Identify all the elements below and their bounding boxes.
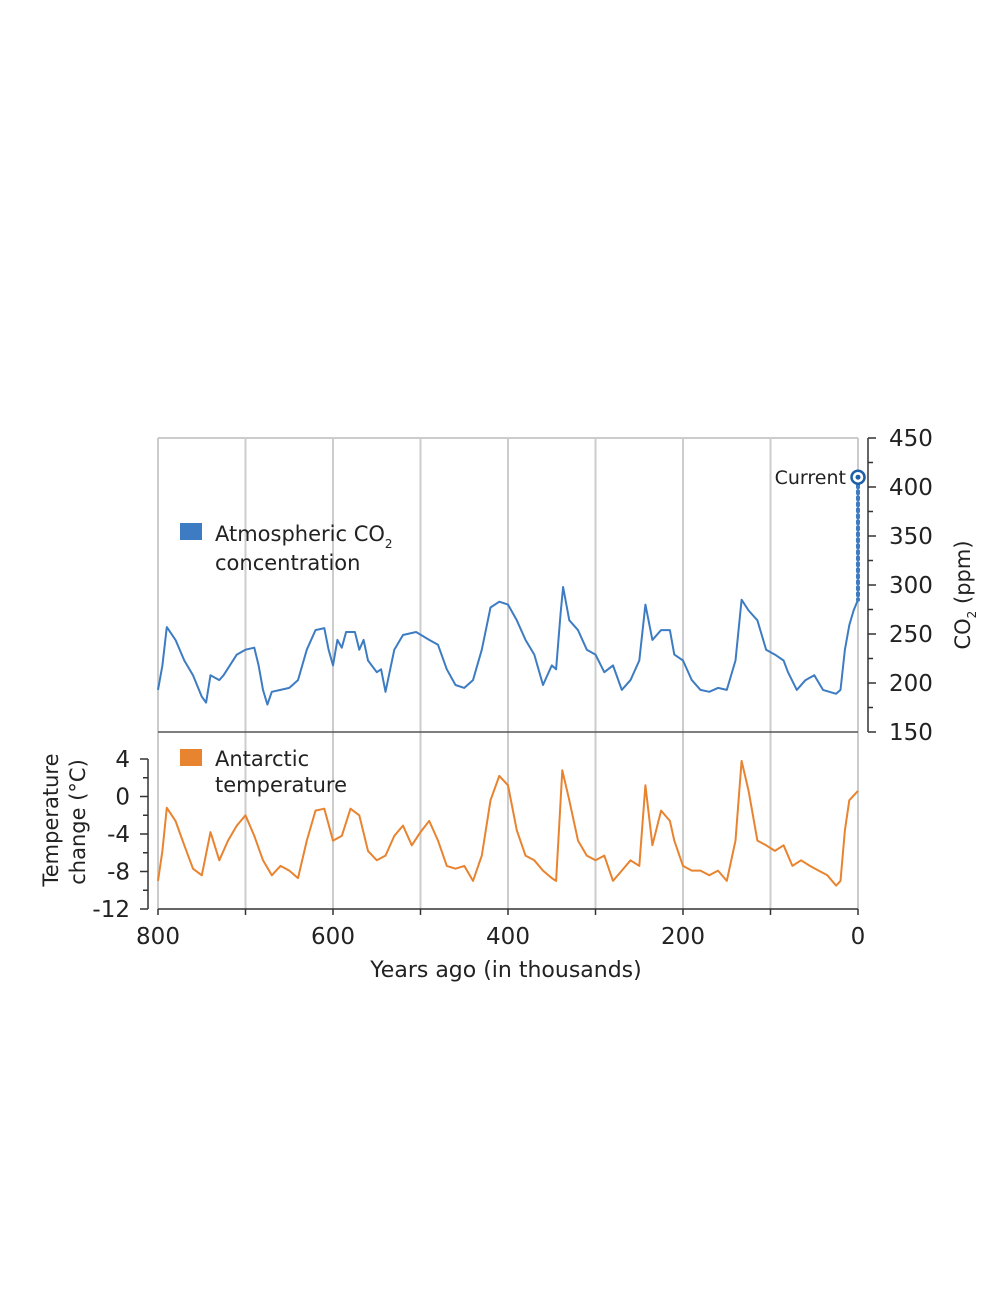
co2-line (157, 586, 859, 706)
co2-tick-label: 300 (889, 573, 933, 599)
x-tick-label: 400 (486, 924, 530, 950)
current-annotation: Current (775, 467, 866, 602)
temp-legend: Antarctic temperature (180, 747, 347, 797)
temp-axis-title-line2: change (°C) (66, 759, 90, 885)
temp-legend-swatch (180, 749, 202, 766)
axes: 800 600 400 200 0 450 400 350 300 250 200 150 4 0 -4 -8… (92, 426, 932, 950)
temp-tick-label: -4 (107, 822, 130, 848)
co2-tick-label: 150 (889, 720, 933, 746)
co2-tick-label: 200 (889, 671, 933, 697)
x-tick-label: 200 (661, 924, 705, 950)
co2-tick-label: 400 (889, 475, 933, 501)
x-axis-title: Years ago (in thousands) (369, 958, 641, 983)
temp-legend-label: Antarctic (215, 747, 309, 771)
temperature-line (157, 759, 859, 887)
co2-legend-swatch (180, 523, 202, 540)
temp-axis-title-line1: Temperature (39, 753, 63, 887)
temp-legend-label-line2: temperature (215, 773, 347, 797)
temp-tick-label: 4 (115, 747, 130, 773)
co2-axis-title: CO2 (ppm) (951, 540, 979, 649)
co2-legend-label-line2: concentration (215, 551, 360, 575)
x-tick-label: 800 (136, 924, 180, 950)
current-label: Current (775, 467, 846, 489)
x-tick-label: 600 (311, 924, 355, 950)
series (157, 586, 859, 887)
co2-tick-label: 250 (889, 622, 933, 648)
temp-tick-label: 0 (115, 785, 130, 811)
co2-tick-label: 450 (889, 426, 933, 452)
co2-tick-label: 350 (889, 524, 933, 550)
grid (157, 437, 859, 909)
co2-legend: Atmospheric CO2 concentration (180, 522, 393, 575)
x-tick-label: 0 (851, 924, 866, 950)
co2-legend-label: Atmospheric CO2 (215, 522, 393, 551)
temp-tick-label: -12 (92, 897, 130, 923)
current-marker-center (855, 474, 861, 480)
temp-tick-label: -8 (107, 860, 130, 886)
